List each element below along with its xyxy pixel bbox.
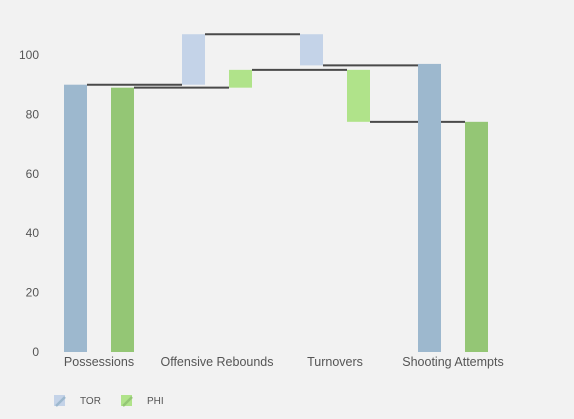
- legend-swatch-phi: [121, 395, 132, 406]
- bars: [64, 34, 488, 353]
- y-tick-label: 20: [26, 286, 40, 300]
- bar-tor-4: [418, 63, 441, 352]
- x-tick-label: Shooting Attempts: [402, 355, 503, 369]
- y-tick-label: 80: [26, 107, 40, 121]
- x-tick-label: Possessions: [64, 355, 134, 369]
- y-tick-label: 100: [19, 48, 39, 62]
- bar-phi-1: [111, 87, 134, 353]
- y-axis: 0 20 40 60 80 100: [19, 48, 39, 359]
- x-axis: Possessions Offensive Rebounds Turnovers Sh…: [64, 355, 504, 369]
- y-tick-label: 60: [26, 167, 40, 181]
- legend-label-tor: TOR: [80, 396, 101, 407]
- x-tick-label: Offensive Rebounds: [160, 355, 273, 369]
- bar-phi-3: [347, 69, 370, 122]
- legend-swatch-stripe: [122, 396, 133, 407]
- connector-lines: [87, 33, 465, 123]
- legend-swatch-stripe: [55, 396, 66, 407]
- legend-swatch-tor: [54, 395, 65, 406]
- bar-phi-4: [465, 121, 488, 352]
- y-tick-label: 0: [32, 345, 39, 359]
- bar-tor-1: [64, 84, 87, 352]
- bar-tor-2: [182, 34, 205, 85]
- y-tick-label: 40: [26, 226, 40, 240]
- legend: TOR PHI: [54, 395, 164, 407]
- bar-phi-2: [229, 69, 252, 88]
- bar-tor-3: [300, 34, 323, 66]
- x-tick-label: Turnovers: [307, 355, 363, 369]
- legend-label-phi: PHI: [147, 396, 164, 407]
